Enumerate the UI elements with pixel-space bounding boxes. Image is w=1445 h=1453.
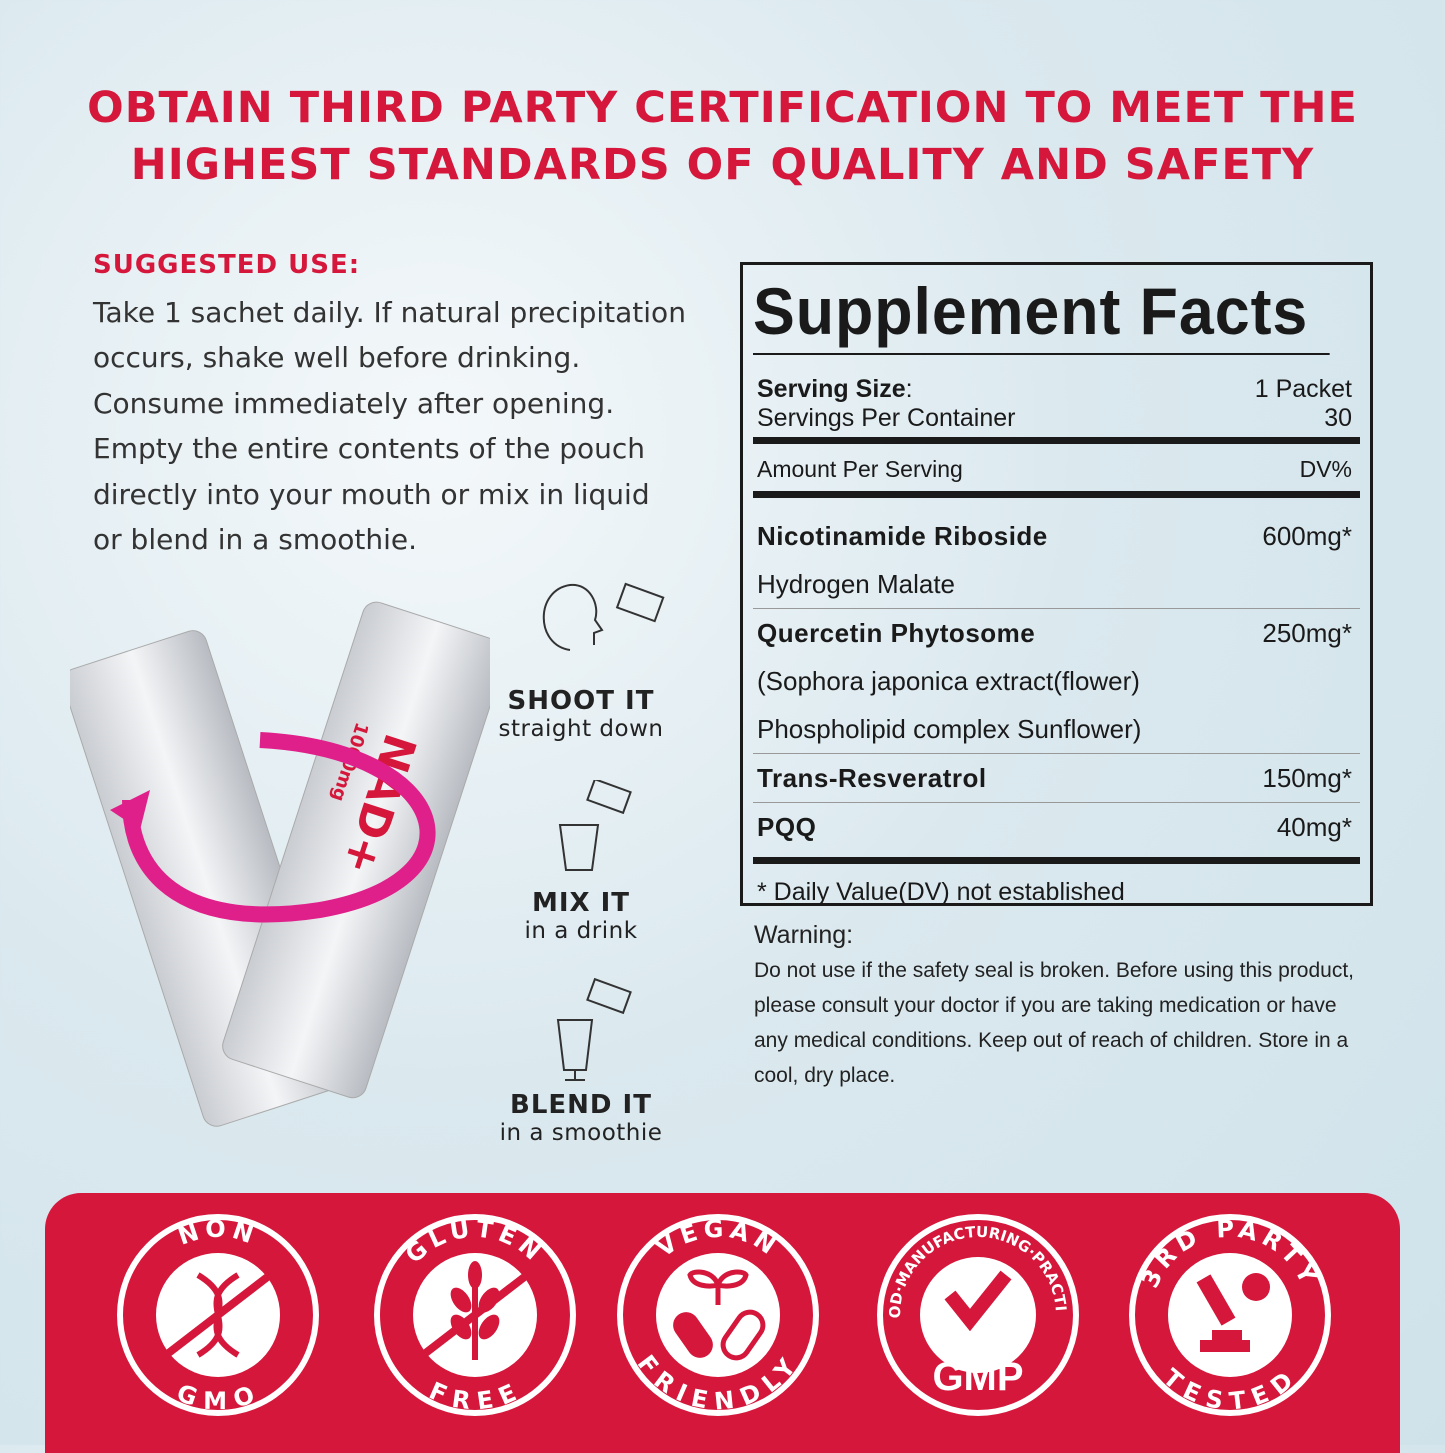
headline-line-2: HIGHEST STANDARDS OF QUALITY AND SAFETY (130, 140, 1315, 190)
ingredient-detail: Phospholipid complex Sunflower) (757, 714, 1142, 744)
text-line: Empty the entire contents of the pouch (93, 432, 646, 466)
step-title: SHOOT IT (507, 686, 655, 716)
text-line: Take 1 sachet daily. If natural precipit… (93, 296, 686, 329)
warning-line: cool, dry place. (754, 1064, 896, 1087)
step-mix: MIX IT in a drink (480, 888, 682, 944)
warning-heading: Warning: (754, 921, 854, 949)
badge-center-text: GMP (932, 1355, 1023, 1399)
ingredient-amount: 150mg* (1262, 763, 1352, 793)
ingredient-name: Nicotinamide Riboside (757, 521, 1048, 551)
step-subtitle: in a drink (524, 918, 638, 944)
step-subtitle: in a smoothie (499, 1120, 663, 1146)
warning-line: please consult your doctor if you are ta… (754, 994, 1337, 1017)
warning-line: Do not use if the safety seal is broken.… (754, 959, 1354, 982)
amount-label: Amount Per Serving (757, 456, 963, 482)
badge-bottom-text: GMO (173, 1379, 263, 1415)
ingredient-amount: 250mg* (1262, 618, 1352, 648)
badge-crossed-dna: NON GMO (117, 1214, 319, 1416)
sprout-capsule-icon (673, 1269, 766, 1361)
headline-line-1: OBTAIN THIRD PARTY CERTIFICATION TO MEET… (87, 83, 1358, 133)
dv-label: DV% (1299, 456, 1352, 482)
badge-bottom-text: FREE (425, 1377, 525, 1416)
step-subtitle: straight down (498, 716, 664, 742)
serving-size-value: 1 Packet (1254, 375, 1352, 403)
badge-crossed-wheat: GLUTEN FREE (374, 1214, 576, 1416)
servings-value: 30 (1324, 404, 1352, 432)
step-shoot: SHOOT IT straight down (480, 686, 682, 742)
face-drinking-packet-icon (542, 582, 665, 651)
ingredient-detail: Hydrogen Malate (757, 569, 955, 599)
step-title: BLEND IT (510, 1090, 652, 1120)
badge-microscope: 3RD PARTY TESTED (1129, 1214, 1331, 1416)
glass-packet-icon (558, 780, 632, 871)
ingredient-amount: 600mg* (1262, 521, 1352, 551)
suggested-use-text: Take 1 sachet daily. If natural precipit… (93, 290, 723, 562)
ingredient-name: Trans-Resveratrol (757, 763, 987, 793)
step-title: MIX IT (531, 888, 631, 918)
ingredient-detail: (Sophora japonica extract(flower) (757, 666, 1140, 696)
crossed-dna-icon (163, 1271, 273, 1359)
text-line: directly into your mouth or mix in liqui… (93, 477, 650, 511)
facts-footnote: * Daily Value(DV) not established (757, 878, 1125, 906)
serving-size-label: Serving Size (757, 375, 906, 403)
warning-section: Warning: Do not use if the safety seal i… (754, 918, 1374, 1093)
ingredient-name: PQQ (757, 812, 817, 842)
warning-line: any medical conditions. Keep out of reac… (754, 1029, 1349, 1052)
rotation-arrow-icon (122, 732, 436, 923)
ingredient-name: Quercetin Phytosome (757, 618, 1036, 648)
suggested-use-heading: SUGGESTED USE: (93, 250, 361, 280)
supplement-facts-panel: Supplement Facts Serving Size: 1 Packet S… (740, 262, 1373, 906)
badge-sprout-capsule: VEGAN FRIENDLY (617, 1214, 819, 1416)
badge-checkmark: GOOD·MANUFACTURING·PRACTICES GMP (877, 1214, 1079, 1416)
headline: OBTAIN THIRD PARTY CERTIFICATION TO MEET… (0, 80, 1445, 194)
text-line: or blend in a smoothie. (93, 523, 417, 557)
blender-packet-icon (556, 977, 632, 1081)
ingredient-amount: 40mg* (1276, 812, 1352, 842)
microscope-icon (1196, 1273, 1270, 1352)
text-line: occurs, shake well before drinking. (93, 341, 581, 375)
badge-top-text: NON (174, 1215, 261, 1251)
text-line: Consume immediately after opening. (93, 386, 615, 420)
crossed-wheat-icon (420, 1261, 530, 1360)
servings-label: Servings Per Container (757, 404, 1016, 432)
product-packets-image: NAD+ 1000mg (70, 601, 490, 1127)
step-blend: BLEND IT in a smoothie (480, 1090, 682, 1146)
checkmark-icon (944, 1270, 1012, 1332)
facts-title: Supplement Facts (753, 273, 1330, 355)
